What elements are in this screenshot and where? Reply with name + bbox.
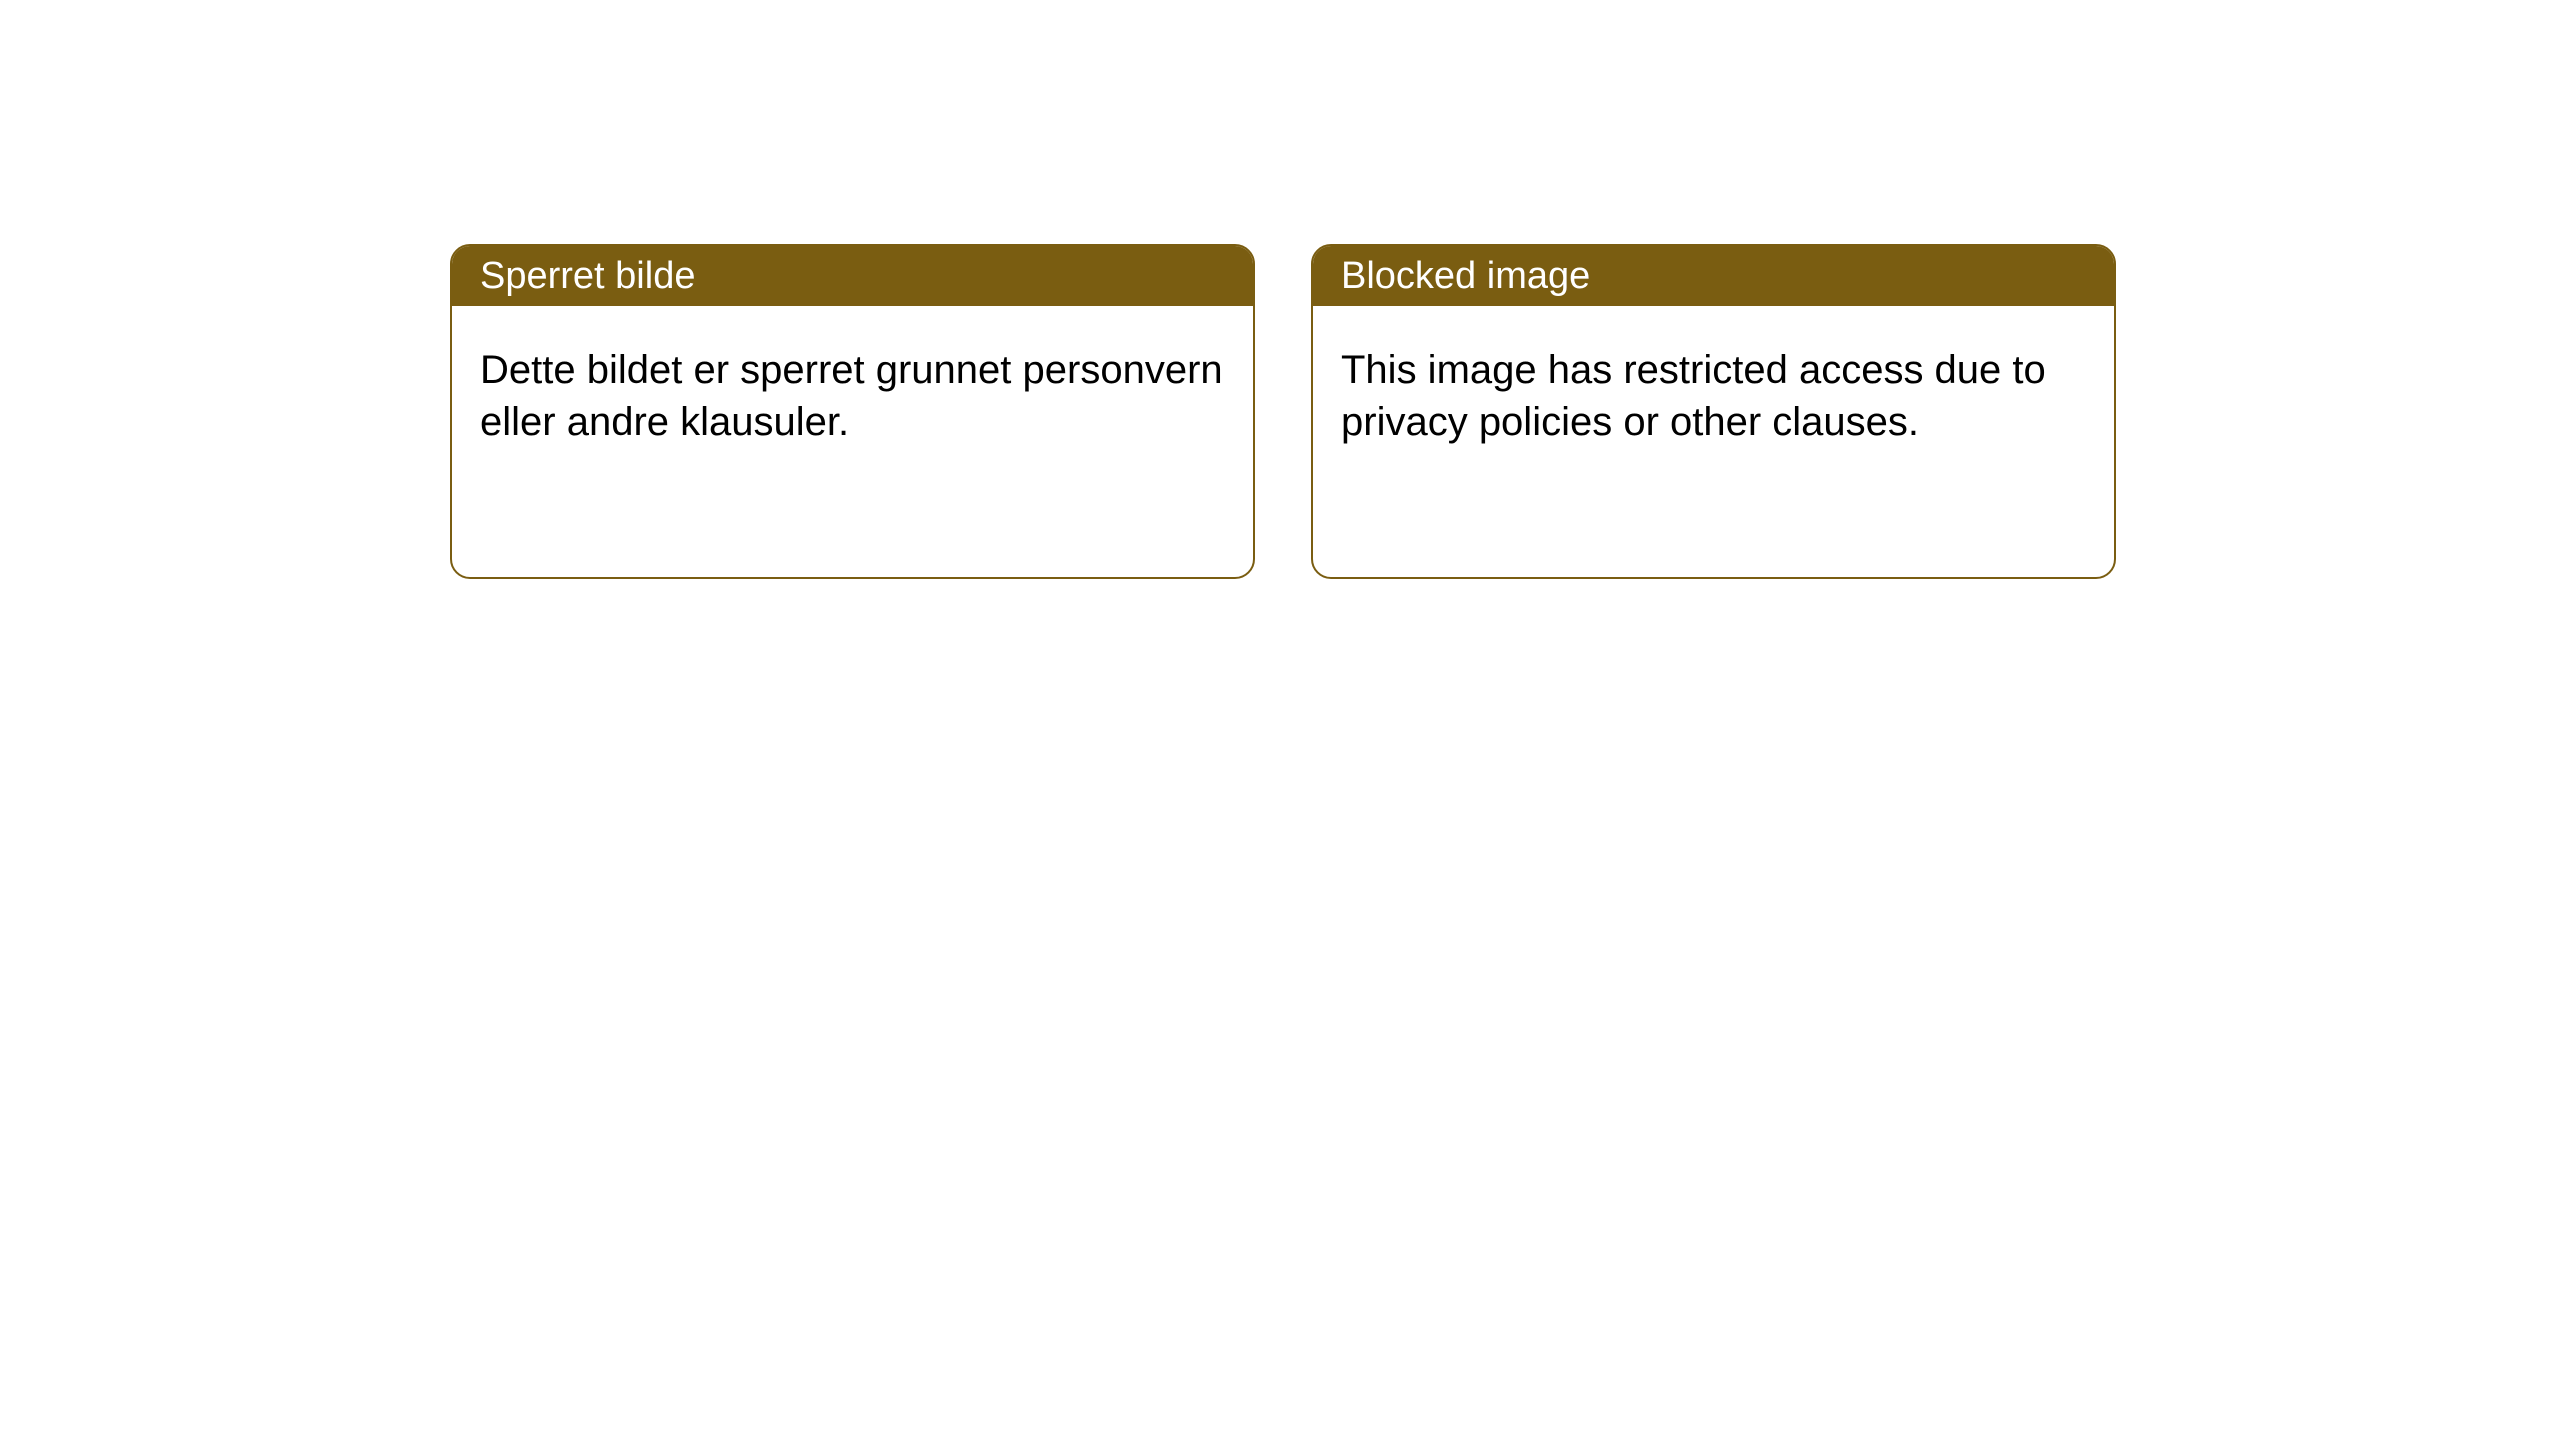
notice-title-en: Blocked image: [1341, 255, 1590, 298]
notice-body-text-en: This image has restricted access due to …: [1341, 348, 2046, 444]
notice-title-no: Sperret bilde: [480, 255, 695, 298]
notice-card-header-en: Blocked image: [1313, 246, 2114, 306]
notice-card-en: Blocked image This image has restricted …: [1311, 244, 2116, 579]
notice-cards-container: Sperret bilde Dette bildet er sperret gr…: [450, 244, 2116, 579]
notice-card-no: Sperret bilde Dette bildet er sperret gr…: [450, 244, 1255, 579]
notice-card-header-no: Sperret bilde: [452, 246, 1253, 306]
notice-body-text-no: Dette bildet er sperret grunnet personve…: [480, 348, 1223, 444]
notice-card-body-no: Dette bildet er sperret grunnet personve…: [452, 306, 1253, 476]
notice-card-body-en: This image has restricted access due to …: [1313, 306, 2114, 476]
